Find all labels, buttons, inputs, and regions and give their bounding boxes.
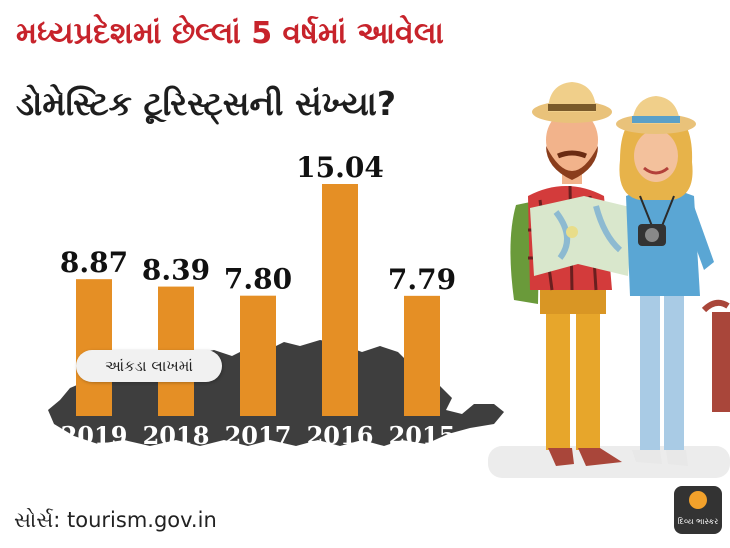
year-labels-group: 2019 2018 2017 2016 2015 [61, 421, 456, 450]
title-line-2: ડોમેસ્ટિક ટૂરિસ્ટ્સની સંખ્યા? [16, 84, 396, 123]
value-label-2016: 15.04 [296, 151, 384, 184]
year-label-2016: 2016 [307, 421, 374, 450]
source-text: સોર્સ: tourism.gov.in [14, 508, 217, 532]
year-label-2017: 2017 [225, 421, 292, 450]
bar-2016 [322, 184, 358, 416]
bar-2019 [76, 279, 112, 416]
year-label-2018: 2018 [143, 421, 210, 450]
value-label-2015: 7.79 [388, 263, 456, 296]
bar-2015 [404, 295, 440, 416]
value-labels-group: 8.87 8.39 7.80 15.04 7.79 [60, 151, 456, 296]
value-label-2018: 8.39 [142, 254, 210, 287]
title-line-1: મધ્યપ્રદેશમાં છેલ્લાં 5 વર્ષમાં આવેલા [16, 16, 444, 51]
logo-text: દિવ્ય ભાસ્કર [678, 516, 719, 526]
unit-badge: આંકડા લાખમાં [76, 350, 222, 382]
year-label-2015: 2015 [389, 421, 456, 450]
value-label-2017: 7.80 [224, 263, 292, 296]
value-label-2019: 8.87 [60, 246, 128, 279]
divya-bhaskar-logo-icon: દિવ્ય ભાસ્કર [674, 486, 722, 534]
year-label-2019: 2019 [61, 421, 128, 450]
bar-2017 [240, 295, 276, 416]
tourist-couple-illustration [510, 82, 730, 466]
